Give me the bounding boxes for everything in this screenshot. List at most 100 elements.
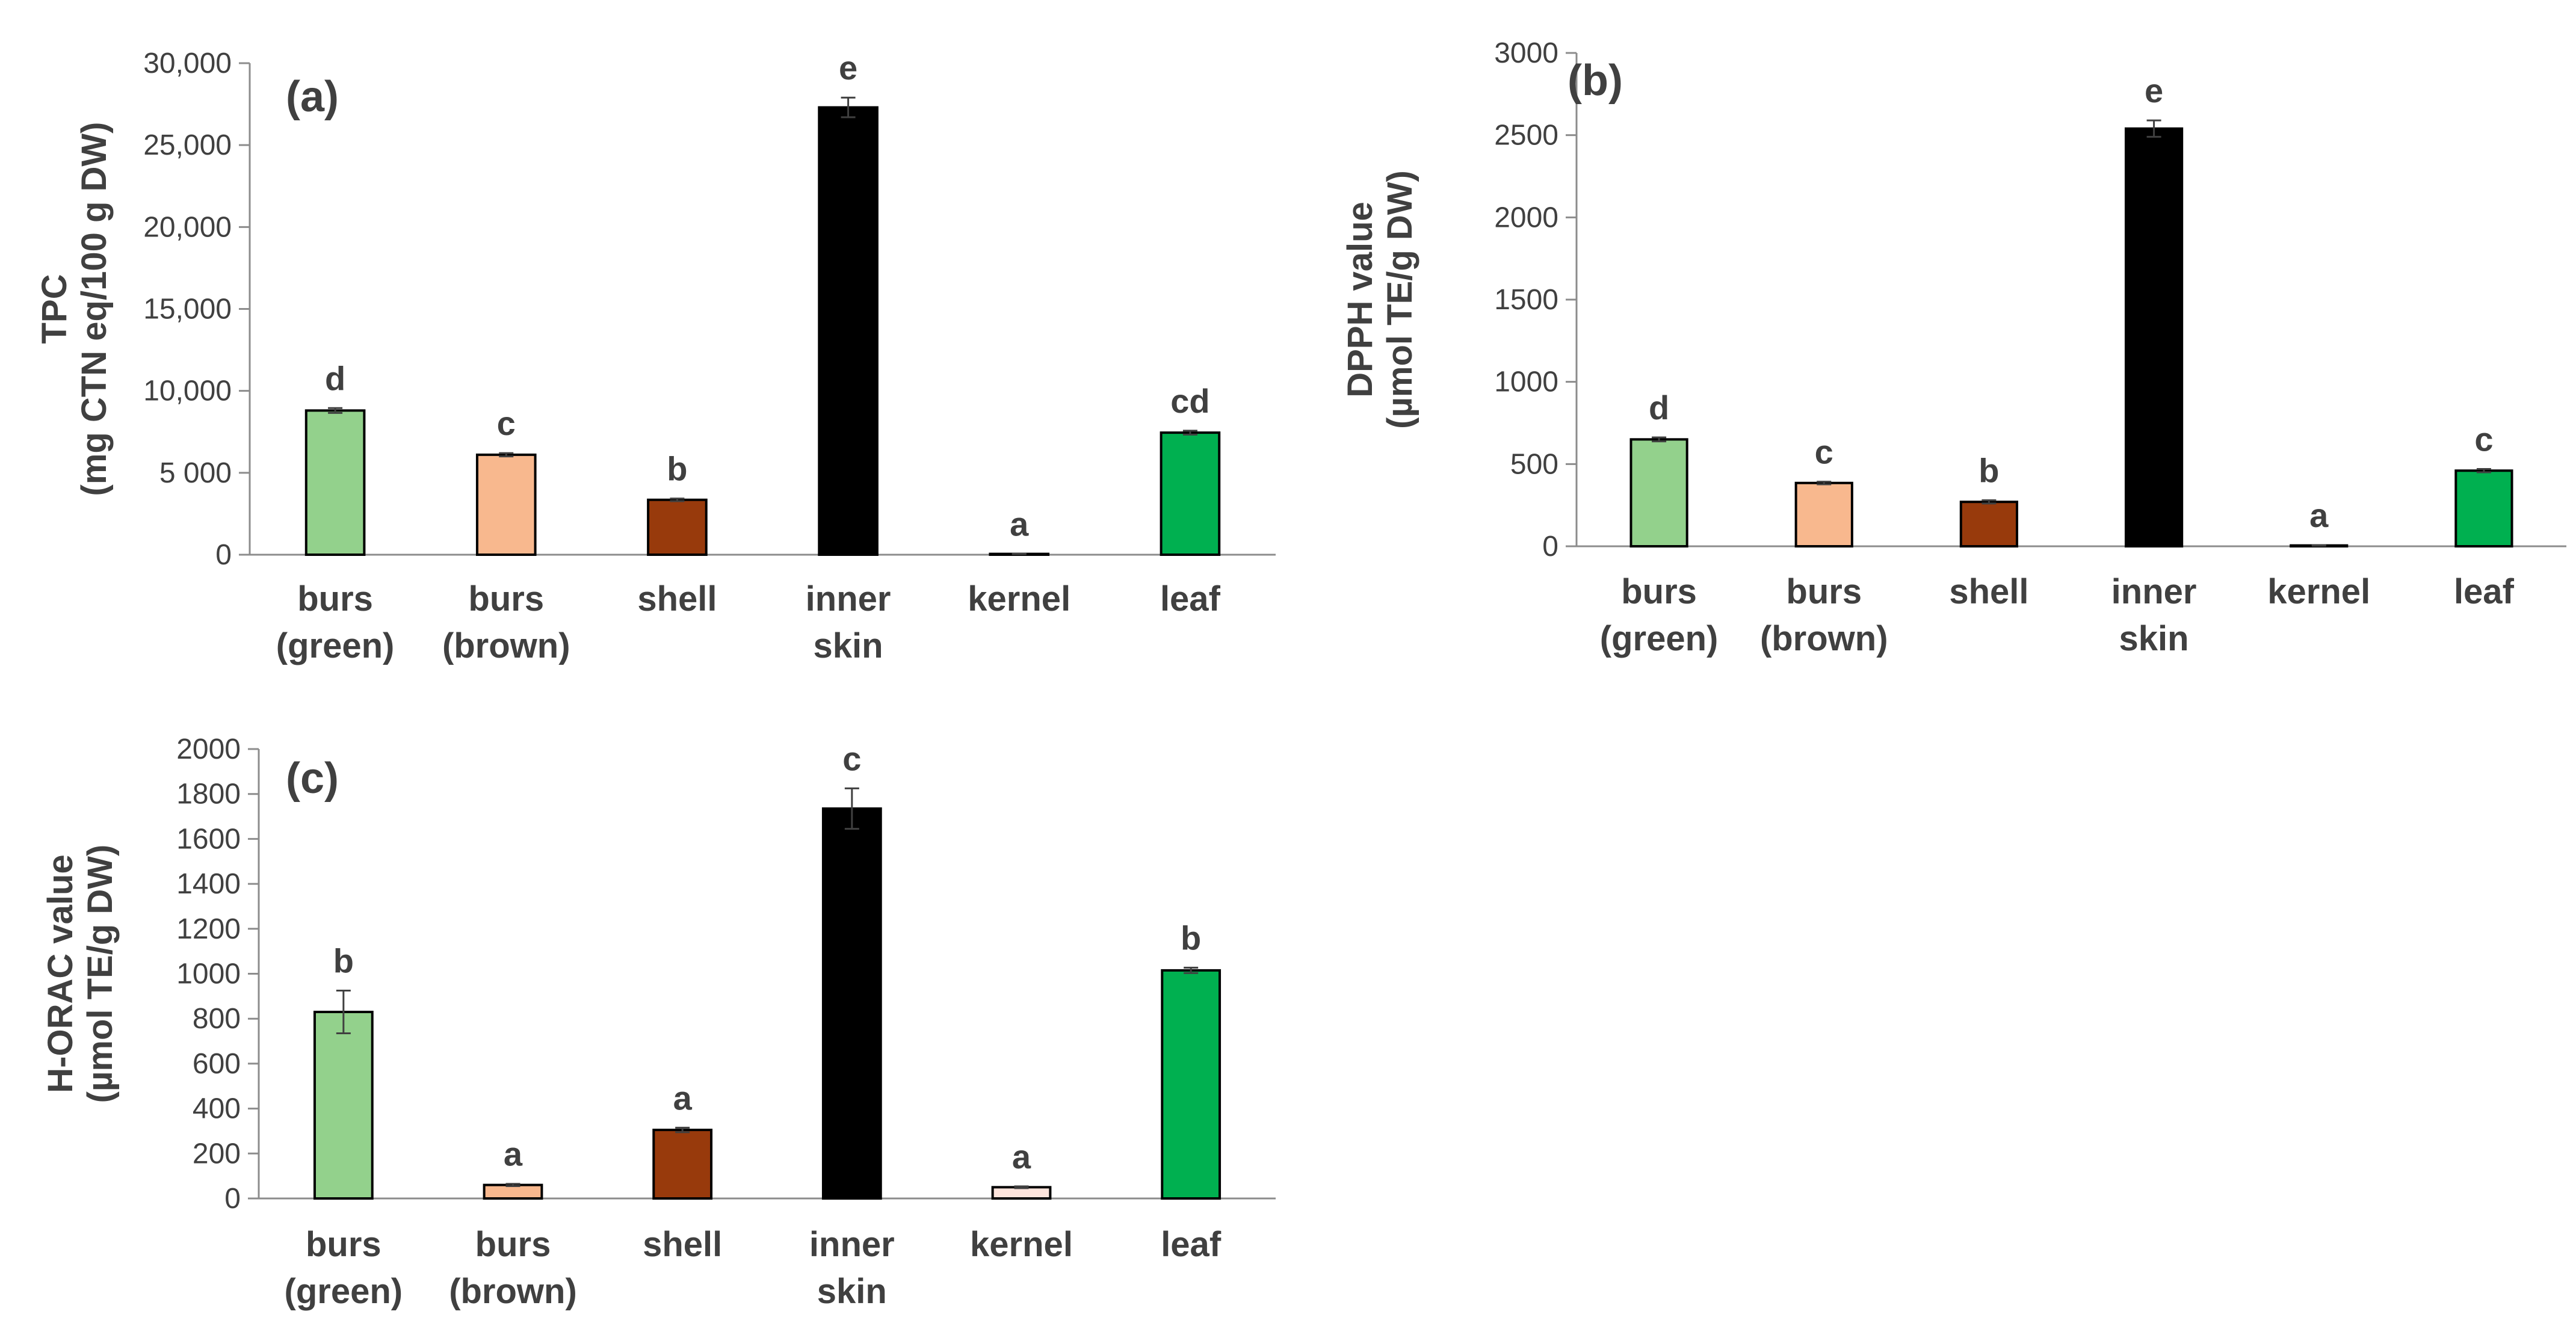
significance-label: c: [497, 404, 516, 442]
significance-label: a: [504, 1135, 523, 1173]
category-label-line: burs: [468, 579, 544, 618]
significance-label: b: [1181, 919, 1201, 957]
category-label-line: (green): [285, 1272, 403, 1311]
category-label-line: burs: [306, 1225, 381, 1264]
chart-panel-3: 0 200 400 600 800 1000 1200 1400 1600 1800 2000 H-O…: [41, 733, 1276, 1311]
category-label: shell: [1949, 572, 2028, 611]
category-label-line: (brown): [1760, 619, 1888, 658]
y-axis-title-line: (µmol TE/g DW): [1380, 170, 1419, 429]
category-label: burs (brown): [449, 1225, 577, 1311]
chart-panel-1: 05 00010,00015,00020,00025,00030,000TPC(…: [35, 48, 1276, 665]
significance-label: c: [842, 739, 861, 777]
y-tick-label: 500: [1510, 448, 1558, 480]
y-axis-title: H-ORAC value(µmol TE/g DW): [41, 845, 120, 1103]
category-label: inner skin: [806, 579, 891, 665]
bar: [821, 807, 882, 1200]
category-label-line: burs: [475, 1225, 551, 1264]
y-tick-label: 30,000: [143, 48, 232, 79]
bar: [2124, 127, 2184, 547]
significance-label: d: [1649, 389, 1669, 427]
y-tick-label: 25,000: [143, 129, 232, 161]
significance-label: b: [1978, 451, 1999, 489]
significance-label: c: [1815, 433, 1833, 471]
significance-label: a: [2309, 496, 2329, 534]
significance-label: c: [2474, 421, 2493, 458]
category-label-line: (green): [276, 626, 395, 665]
bar: [1794, 481, 1853, 547]
category-label-line: skin: [2119, 619, 2189, 658]
category-label: leaf: [1160, 579, 1221, 618]
panel-label: (a): [286, 73, 339, 121]
category-label: shell: [637, 579, 717, 618]
y-axis-title-line: (µmol TE/g DW): [81, 845, 120, 1103]
y-tick-label: 1800: [176, 779, 241, 810]
category-label: inner skin: [809, 1225, 895, 1311]
category-label-line: burs: [297, 579, 373, 618]
bar: [652, 1129, 713, 1200]
bar: [1959, 501, 2019, 548]
category-label-line: inner: [809, 1225, 895, 1264]
bar: [2454, 469, 2513, 547]
category-label-line: (brown): [442, 626, 570, 665]
y-tick-label: 0: [224, 1183, 241, 1215]
y-tick-label: 3000: [1494, 37, 1558, 69]
y-tick-label: 1500: [1494, 284, 1558, 316]
chart-panel-2: 0 500 1000 1500 2000 2500 3000 DPPH value(µmol …: [1341, 37, 2566, 658]
category-label-line: kernel: [968, 579, 1070, 618]
significance-label: b: [333, 942, 354, 980]
significance-label: e: [2145, 72, 2163, 109]
y-tick-label: 0: [1542, 531, 1558, 563]
category-label-line: shell: [1949, 572, 2028, 611]
bar: [313, 1010, 374, 1200]
category-label: kernel: [968, 579, 1070, 618]
significance-label: a: [1010, 505, 1029, 543]
significance-label: b: [667, 450, 687, 488]
y-tick-label: 15,000: [143, 294, 232, 325]
y-axis-title-line: H-ORAC value: [41, 854, 80, 1093]
category-label: kernel: [2267, 572, 2370, 611]
category-label-line: (green): [1600, 619, 1719, 658]
y-tick-label: 1400: [176, 868, 241, 900]
y-tick-label: 600: [193, 1048, 241, 1080]
category-label: burs (brown): [1760, 572, 1888, 658]
significance-label: a: [673, 1079, 693, 1117]
y-tick-label: 10,000: [143, 375, 232, 407]
category-label-line: burs: [1786, 572, 1862, 611]
y-axis-title: DPPH value(µmol TE/g DW): [1341, 170, 1419, 429]
category-label-line: inner: [2111, 572, 2197, 611]
category-label-line: kernel: [970, 1225, 1073, 1264]
y-tick-label: 5 000: [159, 457, 232, 489]
y-tick-label: 1000: [176, 958, 241, 990]
y-tick-label: 0: [215, 539, 232, 571]
y-axis-title-line: TPC: [35, 274, 74, 344]
category-label-line: burs: [1621, 572, 1697, 611]
bar: [304, 409, 366, 557]
y-tick-label: 1200: [176, 913, 241, 945]
panel-label: (b): [1568, 57, 1623, 105]
significance-label: e: [839, 49, 857, 87]
category-label-line: inner: [806, 579, 891, 618]
bar: [1161, 969, 1222, 1200]
category-label: burs (green): [1600, 572, 1719, 658]
category-label-line: kernel: [2267, 572, 2370, 611]
y-tick-label: 1600: [176, 823, 241, 855]
category-label: burs (brown): [442, 579, 570, 665]
category-label-line: leaf: [2454, 572, 2515, 611]
category-label-line: skin: [817, 1272, 887, 1311]
category-label: kernel: [970, 1225, 1073, 1264]
y-tick-label: 200: [193, 1138, 241, 1170]
y-tick-label: 2000: [176, 733, 241, 765]
y-axis-title-line: DPPH value: [1341, 202, 1380, 398]
y-tick-label: 1000: [1494, 366, 1558, 398]
category-label-line: shell: [643, 1225, 722, 1264]
y-tick-label: 2500: [1494, 120, 1558, 152]
bar: [475, 453, 537, 556]
significance-label: a: [1012, 1138, 1031, 1176]
category-label-line: skin: [814, 626, 883, 665]
category-label: inner skin: [2111, 572, 2197, 658]
y-tick-label: 800: [193, 1003, 241, 1035]
category-label: leaf: [1161, 1225, 1222, 1264]
category-label-line: leaf: [1161, 1225, 1222, 1264]
bar: [1160, 431, 1221, 557]
